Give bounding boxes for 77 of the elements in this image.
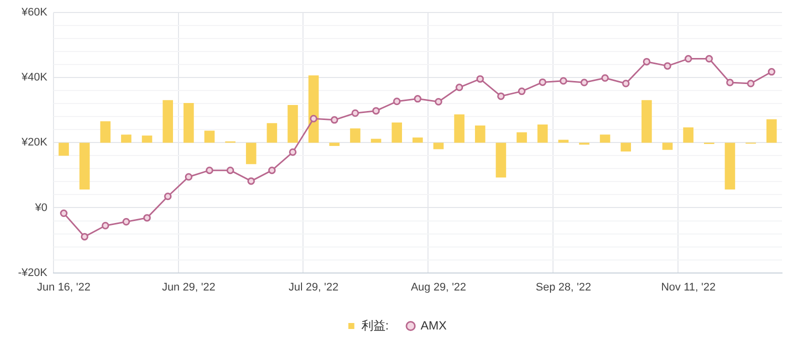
point [226,166,234,174]
point [580,78,588,86]
bar [620,142,632,152]
point [538,78,546,86]
point [60,210,68,218]
point [747,80,755,88]
point [80,232,88,240]
x-tick-label: Jun 29, '22 [162,281,216,294]
bar [412,137,423,143]
point [497,92,505,100]
y-tick-label: -¥20K [18,266,48,279]
bar [516,132,527,143]
bar [537,124,548,143]
bar [246,142,256,164]
x-tick-label: Sep 28, '22 [536,281,592,294]
bar [308,75,319,143]
point [351,109,359,117]
point [372,107,380,115]
bar [329,142,340,146]
point [726,78,734,86]
bar [766,119,777,143]
bar [58,142,69,156]
bar [496,142,506,178]
point [268,166,276,174]
point [184,173,192,181]
point [456,84,464,92]
legend-label: AMX [420,318,447,332]
point [768,68,776,76]
bar [683,127,694,143]
y-tick-label: ¥0 [34,202,48,214]
point [664,62,672,70]
point [393,98,401,106]
bar [121,134,132,143]
x-tick-label: Aug 29, '22 [410,281,466,294]
x-tick-label: Nov 11, '22 [661,281,716,294]
point [247,177,255,185]
y-tick-label: ¥20K [20,136,48,149]
bar [662,142,673,150]
bar [288,104,298,143]
point [434,98,442,106]
bar [100,121,111,143]
point [102,222,110,230]
point [414,95,422,103]
bar [642,100,652,143]
bar [350,128,360,143]
bar [454,114,464,143]
point [642,58,650,66]
point [206,166,214,174]
bar [392,122,402,143]
y-tick-label: ¥60K [20,6,48,19]
point [122,218,130,226]
bar [600,134,610,143]
bar [184,103,194,143]
bar [79,142,90,190]
point [143,214,151,222]
bar [266,123,278,143]
bar [204,130,215,143]
point [330,116,338,124]
point [601,74,609,82]
point [518,88,526,96]
y-tick-label: ¥40K [20,72,48,84]
bar [142,136,152,143]
bar [162,100,174,143]
point [310,114,318,122]
point [705,55,713,63]
point [164,192,172,200]
point [622,80,630,88]
bar [433,142,444,150]
point [289,148,297,156]
legend-label: 利益: [361,318,389,332]
x-tick-label: Jul 29, '22 [288,281,338,294]
point [684,55,692,63]
point [560,77,568,85]
x-tick-label: Jun 16, '22 [37,281,91,294]
bar [474,125,486,143]
point [476,75,484,83]
bar [724,142,736,190]
